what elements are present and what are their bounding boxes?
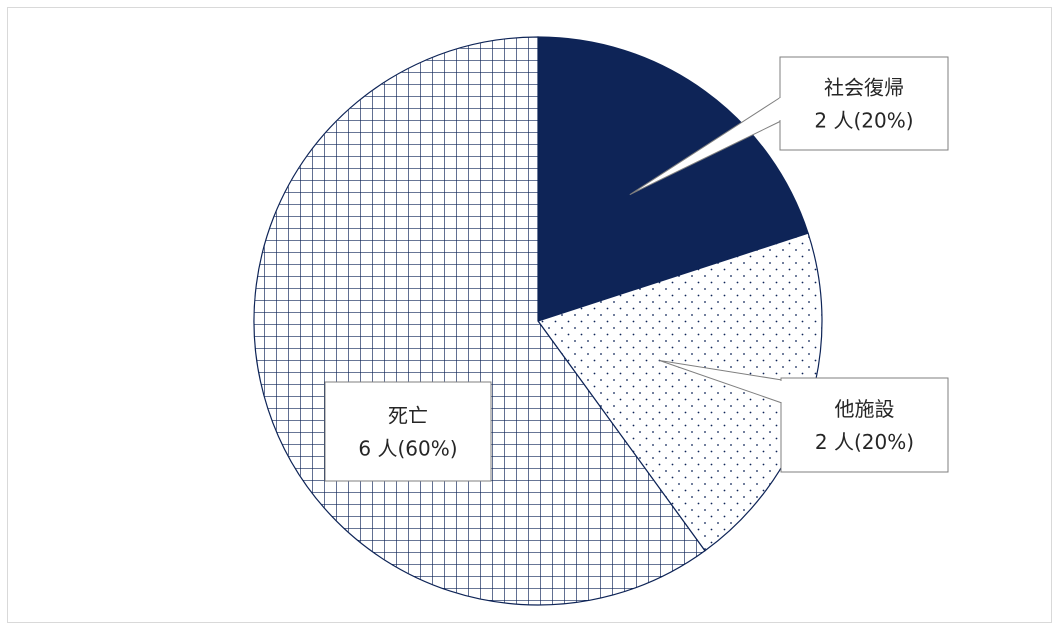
slice-label-value-1: 2 人(20%)	[815, 430, 914, 454]
callout-seam-0	[780, 98, 782, 120]
pie-slices	[254, 37, 822, 605]
callout-box-0	[780, 57, 948, 150]
callout-seam-1	[781, 381, 783, 402]
slice-label-name-0: 社会復帰	[824, 76, 904, 100]
slice-label-value-0: 2 人(20%)	[814, 109, 913, 133]
slice-label-value-2: 6 人(60%)	[358, 437, 457, 461]
callout-box-1	[781, 378, 948, 472]
callout-box-2	[325, 382, 491, 481]
slice-label-name-1: 他施設	[835, 397, 895, 421]
slice-label-name-2: 死亡	[388, 404, 428, 428]
